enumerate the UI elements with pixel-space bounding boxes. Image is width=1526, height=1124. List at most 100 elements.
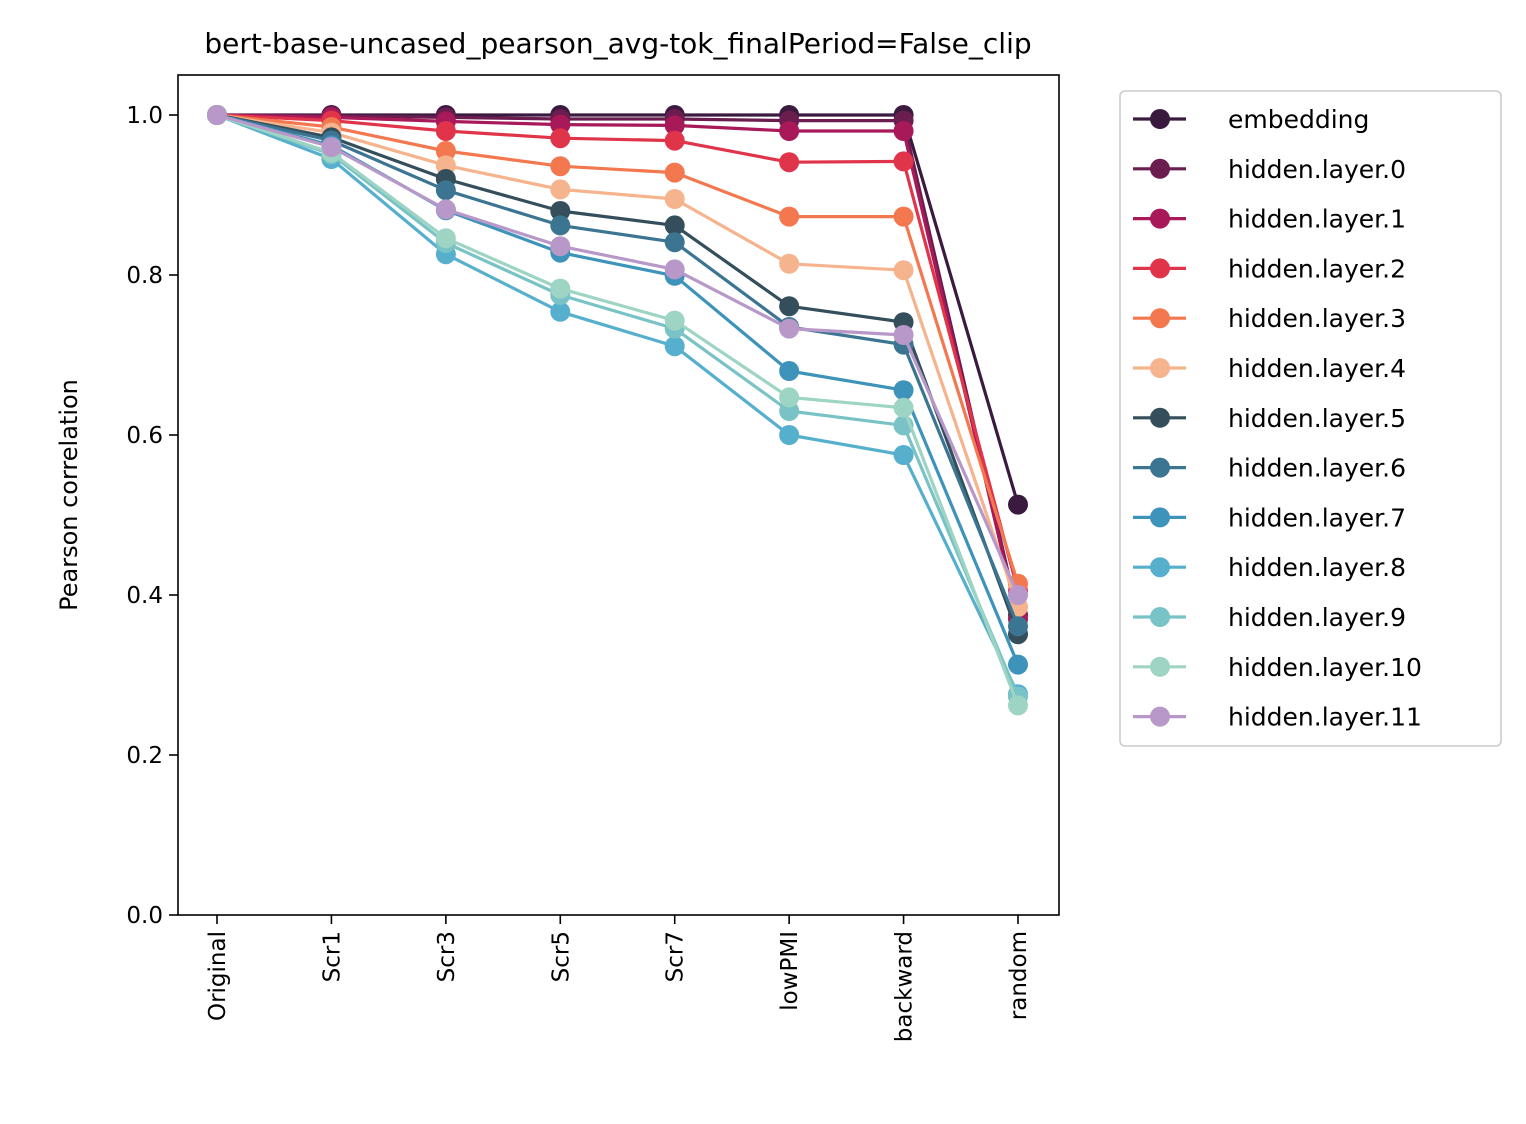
legend-label: hidden.layer.1 [1228, 205, 1406, 234]
series-hidden.layer.4 [207, 105, 1028, 617]
data-point [550, 128, 571, 149]
data-point [321, 137, 342, 157]
x-axis: Original Scr1 Scr3 Scr5 Scr7 lowPMI backward ra… [205, 915, 1032, 1042]
x-tick-label: backward [892, 931, 918, 1042]
series-hidden.layer.7 [207, 105, 1028, 675]
legend-item: hidden.layer.8 [1133, 553, 1406, 582]
y-tick-label: 0.8 [126, 263, 163, 289]
legend-marker [1150, 706, 1170, 727]
data-point [664, 336, 685, 357]
series-hidden.layer.11 [207, 105, 1028, 605]
x-tick-label: Scr7 [663, 931, 689, 982]
data-point [779, 361, 800, 381]
legend-marker [1150, 607, 1170, 627]
x-tick-label: Scr5 [548, 931, 574, 982]
y-axis-label: Pearson correlation [55, 379, 83, 611]
series-line [217, 113, 1020, 506]
legend-item: hidden.layer.11 [1133, 703, 1422, 732]
y-tick-label: 0.2 [126, 743, 163, 769]
data-point [893, 380, 914, 401]
legend-marker [1150, 158, 1170, 179]
data-point [893, 151, 914, 172]
data-point [664, 162, 685, 183]
series-hidden.layer.5 [207, 105, 1028, 645]
legend-marker [1150, 258, 1170, 279]
series-line [216, 113, 1020, 620]
series-line [216, 113, 1020, 608]
data-point [1008, 695, 1028, 716]
y-tick-label: 1.0 [126, 103, 163, 129]
data-point [550, 278, 571, 299]
series-line [216, 113, 1020, 695]
series-line [216, 113, 1020, 627]
legend-label: hidden.layer.11 [1228, 703, 1422, 732]
legend-item: hidden.layer.9 [1133, 603, 1406, 632]
data-point [435, 121, 456, 141]
data-point [779, 318, 800, 339]
legend-marker [1150, 109, 1170, 129]
legend-label: hidden.layer.7 [1228, 503, 1406, 532]
data-point [435, 199, 456, 220]
data-point [779, 253, 800, 274]
data-point [664, 259, 685, 280]
data-point [664, 115, 685, 136]
plot-frame [177, 74, 1060, 916]
x-tick-label: lowPMI [777, 931, 803, 1011]
data-point [893, 325, 914, 345]
data-point [664, 310, 685, 331]
legend-marker [1150, 557, 1170, 578]
data-point [893, 445, 914, 465]
legend-label: hidden.layer.6 [1228, 454, 1406, 483]
series-hidden.layer.0 [207, 105, 1028, 625]
series-hidden.layer.10 [207, 105, 1028, 716]
legend-item: hidden.layer.0 [1133, 155, 1406, 184]
data-point [550, 156, 571, 177]
data-point [664, 215, 685, 236]
y-tick-label: 0.6 [126, 423, 163, 449]
legend: embedding hidden.layer.0 hidden.layer.1 hid… [1119, 90, 1502, 747]
x-tick-label: Original [205, 931, 231, 1021]
data-point [550, 201, 571, 221]
series-hidden.layer.1 [207, 105, 1028, 629]
series-line [216, 113, 1020, 698]
data-point [779, 152, 800, 173]
legend-marker [1150, 358, 1170, 378]
legend-label: embedding [1228, 105, 1369, 134]
data-point [1008, 494, 1028, 515]
x-tick-label: Scr1 [319, 931, 345, 982]
x-tick-label: random [1006, 931, 1032, 1020]
series-line [216, 113, 1020, 635]
legend-item: hidden.layer.1 [1133, 205, 1406, 234]
legend-marker [1150, 308, 1170, 329]
legend-label: hidden.layer.9 [1228, 603, 1406, 632]
legend-marker [1150, 507, 1170, 528]
data-point [550, 179, 571, 200]
legend-label: hidden.layer.2 [1228, 254, 1406, 283]
legend-frame [1119, 90, 1502, 747]
legend-item: hidden.layer.5 [1133, 404, 1406, 433]
data-point [435, 141, 456, 161]
data-point [550, 215, 571, 236]
legend-item: hidden.layer.10 [1133, 653, 1422, 682]
legend-label: hidden.layer.8 [1228, 553, 1406, 582]
plot-area [207, 105, 1028, 716]
data-point [779, 121, 800, 141]
legend-item: hidden.layer.6 [1133, 454, 1406, 483]
legend-label: hidden.layer.4 [1228, 354, 1406, 383]
series-line [216, 113, 1020, 585]
y-axis: 0.0 0.2 0.4 0.6 0.8 1.0 [126, 103, 178, 929]
legend-label: hidden.layer.0 [1228, 155, 1406, 184]
data-point [550, 301, 571, 322]
data-point [1008, 654, 1028, 675]
data-point [435, 228, 456, 249]
legend-item: hidden.layer.4 [1133, 354, 1406, 383]
legend-label: hidden.layer.5 [1228, 404, 1406, 433]
data-point [664, 232, 685, 253]
legend-marker [1150, 656, 1170, 677]
data-point [893, 121, 914, 141]
data-point [779, 425, 800, 445]
series-line [216, 113, 1020, 592]
data-point [1008, 585, 1028, 605]
y-tick-label: 0.4 [126, 583, 163, 609]
